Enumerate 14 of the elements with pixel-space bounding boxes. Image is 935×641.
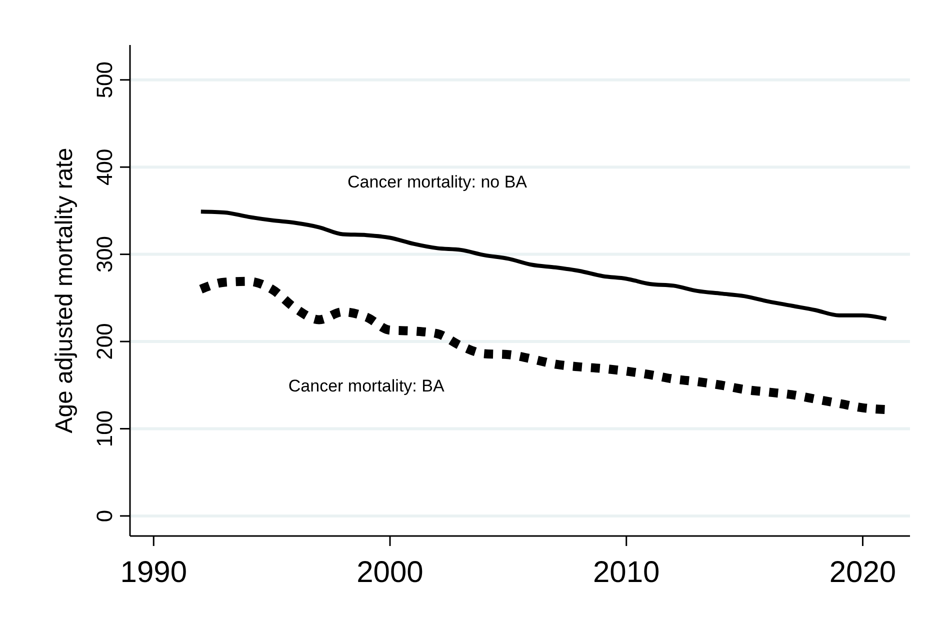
y-tick-label: 100 xyxy=(92,410,117,448)
line-series xyxy=(198,210,888,321)
y-tick-label: 300 xyxy=(92,236,117,273)
text: Cancer mortality: BA xyxy=(288,376,445,396)
x-tick-label: 1990 xyxy=(120,556,188,589)
x-tick-label: 2020 xyxy=(829,556,896,589)
text: Cancer mortality: no BA xyxy=(348,172,528,192)
y-tick-label: 200 xyxy=(92,323,117,360)
y-tick-label: 0 xyxy=(92,510,117,522)
y-tick-label: 500 xyxy=(92,62,117,98)
x-tick-label: 2000 xyxy=(356,556,424,589)
y-axis-title: Age adjusted mortality rate xyxy=(51,148,78,434)
x-tick-label: 2010 xyxy=(592,556,660,589)
y-tick-label: 400 xyxy=(92,148,117,186)
